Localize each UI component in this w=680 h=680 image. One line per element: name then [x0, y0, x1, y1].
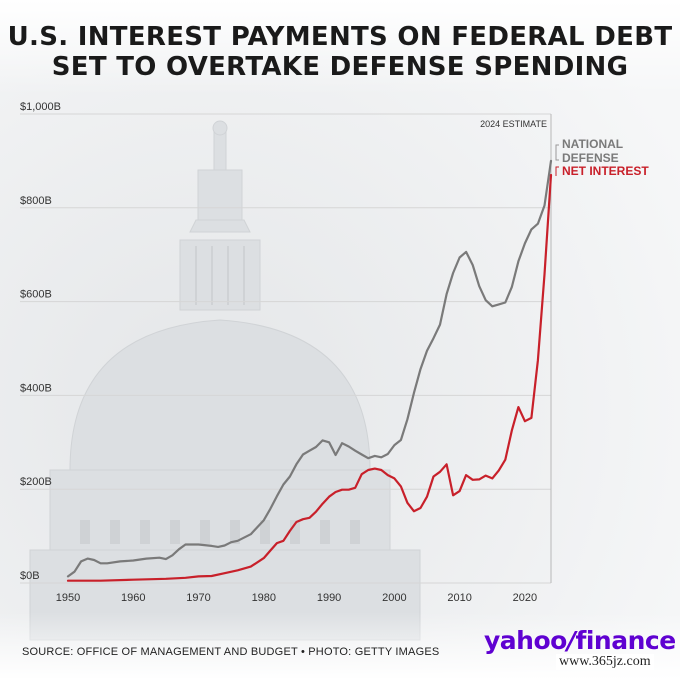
series-label-0: DEFENSE	[562, 151, 619, 165]
chart-title-line-2: SET TO OVERTAKE DEFENSE SPENDING	[51, 52, 629, 82]
yahoo-finance-logo: yahoo/finance	[484, 626, 676, 655]
y-tick-label: $800B	[20, 195, 52, 207]
y-tick-label: $400B	[20, 382, 52, 394]
series-label-0: NATIONAL	[562, 137, 623, 151]
y-tick-label: $200B	[20, 476, 52, 488]
y-tick-label: $0B	[20, 570, 40, 582]
source-credit: SOURCE: OFFICE OF MANAGEMENT AND BUDGET …	[22, 646, 440, 658]
grid-lines	[20, 113, 551, 584]
logo-yahoo: yahoo	[484, 626, 567, 655]
chart-title-line-1: U.S. INTEREST PAYMENTS ON FEDERAL DEBT	[7, 22, 673, 52]
x-tick-label: 2010	[447, 592, 471, 604]
label-bracket	[555, 166, 559, 176]
chart-title: U.S. INTEREST PAYMENTS ON FEDERAL DEBT S…	[0, 22, 680, 82]
logo-slash: /	[566, 626, 576, 655]
y-tick-label: $600B	[20, 289, 52, 301]
x-tick-label: 2000	[382, 592, 406, 604]
x-tick-label: 1950	[56, 592, 80, 604]
y-axis-tick-labels: $0B $200B $400B $600B $800B $1,000B	[20, 101, 61, 582]
x-tick-label: 1960	[121, 592, 145, 604]
y-tick-label: $1,000B	[20, 101, 61, 113]
series-line-1	[66, 173, 553, 582]
label-bracket	[555, 144, 559, 161]
watermark-url: www.365jz.com	[556, 654, 654, 670]
logo-finance: finance	[575, 626, 676, 655]
estimate-annotation: 2024 ESTIMATE	[480, 119, 547, 129]
series-lines	[66, 159, 553, 582]
series-line-0	[66, 159, 553, 578]
series-label-1: NET INTEREST	[562, 164, 649, 178]
x-tick-label: 2020	[513, 592, 537, 604]
x-tick-label: 1990	[317, 592, 341, 604]
x-tick-label: 1970	[186, 592, 210, 604]
x-tick-label: 1980	[252, 592, 276, 604]
x-axis-tick-labels: 1950 1960 1970 1980 1990 2000 2010 2020	[56, 592, 537, 604]
